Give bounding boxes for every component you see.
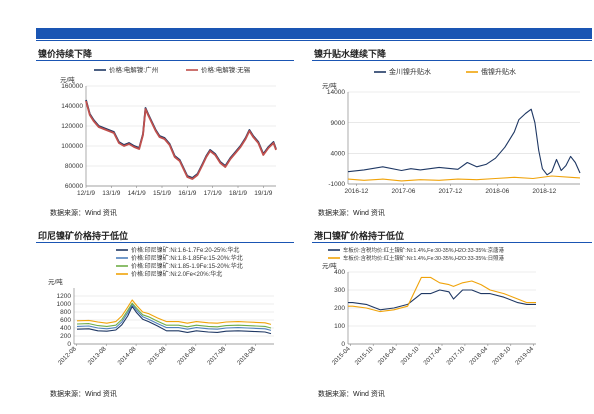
x-tick-label-2: 14/1/9 [128,190,146,197]
nickel-premium-chart: 元/吨 -1000 4000 9000 14000 2016-12 2017-06 2017-… [322,67,581,195]
panel-rule-2 [312,60,592,61]
series-line-1 [347,175,581,182]
legend-label-3: 价格:印尼镍矿:Ni:2.0Fe<20%:华北 [131,270,222,278]
y-tick-label-1: 80000 [65,163,83,170]
x-tick-label-1: 13/1/9 [102,190,120,197]
series-line-0 [348,289,536,311]
x-tick-label-5: 2017-08 [206,345,227,366]
x-tick-label-1: 2017-06 [391,188,415,195]
y-unit-label: 元/吨 [48,277,63,286]
y-tick-label-2: 200 [334,305,345,312]
panel-rule-4 [312,242,592,243]
x-tick-label-6: 2018-04 [468,345,489,366]
legend-label-0: 金川镍升贴水 [389,67,431,76]
x-tick-label-3: 15/1/9 [153,190,171,197]
y-tick-label-3: 600 [60,317,71,324]
x-tick-label-6: 18/1/9 [229,190,247,197]
series-line-3 [76,299,272,325]
y-tick-label-1: 200 [60,333,71,340]
source-note-3: 数据来源：Wind 资讯 [50,391,117,398]
x-tick-label-0: 12/1/9 [77,190,95,197]
y-tick-label-4: 140000 [61,103,83,110]
y-tick-label-4: 800 [60,309,71,316]
series-line-0 [76,305,272,335]
y-tick-label-1: 100 [334,323,345,330]
y-unit-label: 元/吨 [322,261,337,270]
legend-label-1: 车板价:含税均价:红土镍矿:Ni:1.4%,Fe:30-35%,H2O:33-3… [343,254,504,262]
x-tick-label-0: 2015-04 [331,345,352,366]
y-tick-label-3: 300 [334,287,345,294]
series-line-1 [76,303,272,331]
panel-rule-3 [36,242,294,243]
x-tick-label-8: 2019-04 [514,345,535,366]
x-tick-label-0: 2016-12 [345,188,369,195]
y-tick-label-4: 400 [334,269,345,276]
panel-title-3: 印尼镍矿价格持于低位 [38,231,129,241]
y-tick-label-3: 120000 [61,123,83,130]
y-tick-label-5: 1000 [57,301,72,308]
x-tick-label-4: 2016-08 [176,345,197,366]
x-tick-label-1: 2013-08 [87,345,108,366]
x-tick-label-5: 2017-10 [445,345,466,366]
nickel-price-chart: 元/吨 60000 80000 100000 120000 140000 160000 12/… [60,65,277,197]
x-tick-label-2: 2017-12 [438,188,462,195]
panel-rule-1 [36,60,294,61]
x-tick-label-7: 2018-10 [491,345,512,366]
x-tick-label-1: 2015-10 [354,345,375,366]
x-tick-label-7: 19/1/9 [254,190,272,197]
legend-label-1: 价格:电解镍:无锡 [201,65,251,74]
legend-label-0: 价格:印尼镍矿:Ni:1.6-1.7Fe:20-25%:华北 [131,246,239,254]
x-tick-label-3: 2015-08 [146,345,167,366]
panel-title-2: 镍升贴水继续下降 [314,49,387,59]
y-tick-label-6: 1200 [57,293,72,300]
source-note-4: 数据来源：Wind 资讯 [318,391,385,398]
x-tick-label-6: 2018-08 [236,345,257,366]
legend-label-1: 价格:印尼镍矿:Ni:1.8-1.85Fe:15-20%:华北 [131,254,243,262]
panel-title-1: 镍价持续下降 [38,49,93,59]
x-tick-label-0: 2012-08 [57,345,78,366]
series-line-0 [347,108,581,176]
y-unit-label: 元/吨 [60,75,75,84]
y-tick-label-2: 400 [60,325,71,332]
x-tick-label-5: 17/1/9 [204,190,222,197]
legend-label-2: 价格:印尼镍矿:Ni:1.85-1.9Fe:15-20%:华北 [131,262,243,270]
x-tick-label-3: 2018-06 [485,188,509,195]
x-tick-label-4: 16/1/9 [178,190,196,197]
header-bar [36,28,592,39]
x-tick-label-4: 2017-04 [422,345,443,366]
y-tick-label-3: 14000 [327,89,345,96]
x-tick-label-3: 2016-10 [399,345,420,366]
y-tick-label-0: 0 [341,341,345,348]
x-tick-label-2: 2016-04 [377,345,398,366]
y-tick-label-0: -1000 [328,181,345,188]
x-tick-label-2: 2014-08 [116,345,137,366]
y-tick-label-5: 160000 [61,83,83,90]
y-unit-label: 元/吨 [322,81,337,90]
y-tick-label-2: 100000 [61,143,83,150]
panel-title-4: 港口镍矿价格持于低位 [314,231,405,241]
legend-label-1: 俄镍升贴水 [481,67,516,76]
legend-label-0: 车板价:含税均价:红土镍矿:Ni:1.4%,Fe:30-35%,H2O:33-3… [343,246,504,254]
series-line-2 [76,302,272,329]
series-line-0 [85,99,277,179]
series-line-1 [348,276,536,313]
series-line-1 [85,100,277,180]
header-line [36,40,592,41]
source-note-2: 数据来源：Wind 资讯 [318,210,385,217]
y-tick-label-0: 60000 [65,183,83,190]
x-tick-label-4: 2018-12 [532,188,556,195]
y-tick-label-2: 9000 [331,120,346,127]
y-tick-label-1: 4000 [331,151,346,158]
source-note-1: 数据来源：Wind 资讯 [50,210,117,217]
y-tick-label-0: 0 [67,341,71,348]
legend-label-0: 价格:电解镍:广州 [109,65,158,74]
